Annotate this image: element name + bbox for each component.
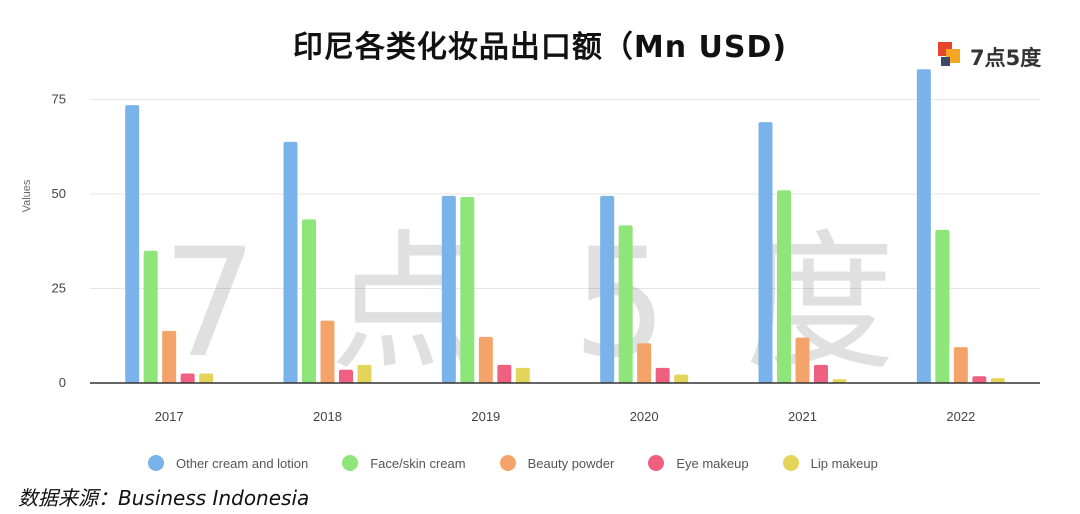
- legend-label: Lip makeup: [810, 455, 878, 471]
- bar-beauty-powder: [637, 343, 652, 383]
- y-tick-label: 50: [52, 186, 66, 201]
- bar-eye-makeup: [339, 369, 353, 383]
- bar-face-skin-cream: [777, 190, 791, 383]
- bar-beauty-powder: [162, 330, 177, 383]
- bar-eye-makeup: [180, 373, 195, 383]
- legend-swatch: [148, 455, 164, 471]
- bar-other-cream-and-lotion: [916, 69, 931, 383]
- bar-other-cream-and-lotion: [283, 141, 298, 383]
- bar-lip-makeup: [674, 374, 689, 383]
- x-tick-label: 2018: [313, 409, 342, 424]
- y-tick-label: 75: [52, 92, 66, 107]
- legend-swatch: [499, 455, 516, 471]
- x-tick-label: 2017: [155, 409, 184, 424]
- brand-logo: 7点5度: [936, 40, 1066, 72]
- bar-face-skin-cream: [143, 250, 158, 383]
- legend-item: Eye makeup: [648, 455, 749, 471]
- bar-other-cream-and-lotion: [600, 195, 615, 383]
- bar-face-skin-cream: [302, 219, 316, 383]
- y-tick-label: 0: [59, 375, 66, 390]
- legend-label: Beauty powder: [527, 455, 615, 471]
- bar-chart: 0255075Values7点5度20172018201920202021202…: [21, 69, 1040, 424]
- legend-item: Other cream and lotion: [148, 455, 308, 471]
- x-tick-label: 2020: [630, 409, 659, 424]
- bar-lip-makeup: [199, 373, 214, 383]
- legend: Other cream and lotion Face/skin cream Bea…: [148, 452, 912, 474]
- x-tick-label: 2021: [788, 409, 817, 424]
- source-note: 数据来源：Business Indonesia: [18, 486, 310, 510]
- watermark-char: 点: [330, 217, 480, 391]
- legend-item: Face/skin cream: [342, 455, 466, 471]
- bar-other-cream-and-lotion: [125, 105, 140, 384]
- bar-beauty-powder: [478, 336, 493, 383]
- watermark-char: 7: [162, 217, 257, 391]
- legend-swatch: [342, 455, 359, 471]
- legend-swatch: [648, 455, 665, 471]
- y-tick-label: 25: [52, 281, 66, 296]
- logo-text: 7点5度: [970, 46, 1042, 70]
- legend-label: Other cream and lotion: [176, 455, 309, 471]
- bar-eye-makeup: [814, 364, 828, 383]
- bar-eye-makeup: [655, 367, 670, 383]
- bar-face-skin-cream: [618, 225, 633, 383]
- bar-beauty-powder: [953, 347, 968, 383]
- legend-item: Lip makeup: [782, 455, 878, 471]
- bar-other-cream-and-lotion: [441, 195, 456, 383]
- bar-eye-makeup: [497, 364, 512, 383]
- bar-eye-makeup: [972, 376, 987, 383]
- x-tick-label: 2022: [946, 409, 975, 424]
- bar-beauty-powder: [795, 337, 810, 383]
- logo-icon: [938, 42, 960, 66]
- bar-lip-makeup: [515, 367, 530, 383]
- legend-item: Beauty powder: [499, 455, 615, 471]
- x-tick-label: 2019: [471, 409, 500, 424]
- legend-label: Face/skin cream: [370, 455, 466, 471]
- bar-beauty-powder: [320, 320, 335, 383]
- y-axis-label: Values: [21, 179, 33, 212]
- bar-lip-makeup: [832, 379, 847, 383]
- bar-lip-makeup: [357, 364, 372, 383]
- bar-other-cream-and-lotion: [758, 122, 773, 384]
- bar-lip-makeup: [990, 378, 1005, 383]
- bar-face-skin-cream: [935, 229, 950, 383]
- chart-title: 印尼各类化妆品出口额（Mn USD): [292, 30, 788, 65]
- legend-swatch: [782, 455, 799, 471]
- bar-face-skin-cream: [460, 197, 475, 383]
- legend-label: Eye makeup: [676, 455, 749, 471]
